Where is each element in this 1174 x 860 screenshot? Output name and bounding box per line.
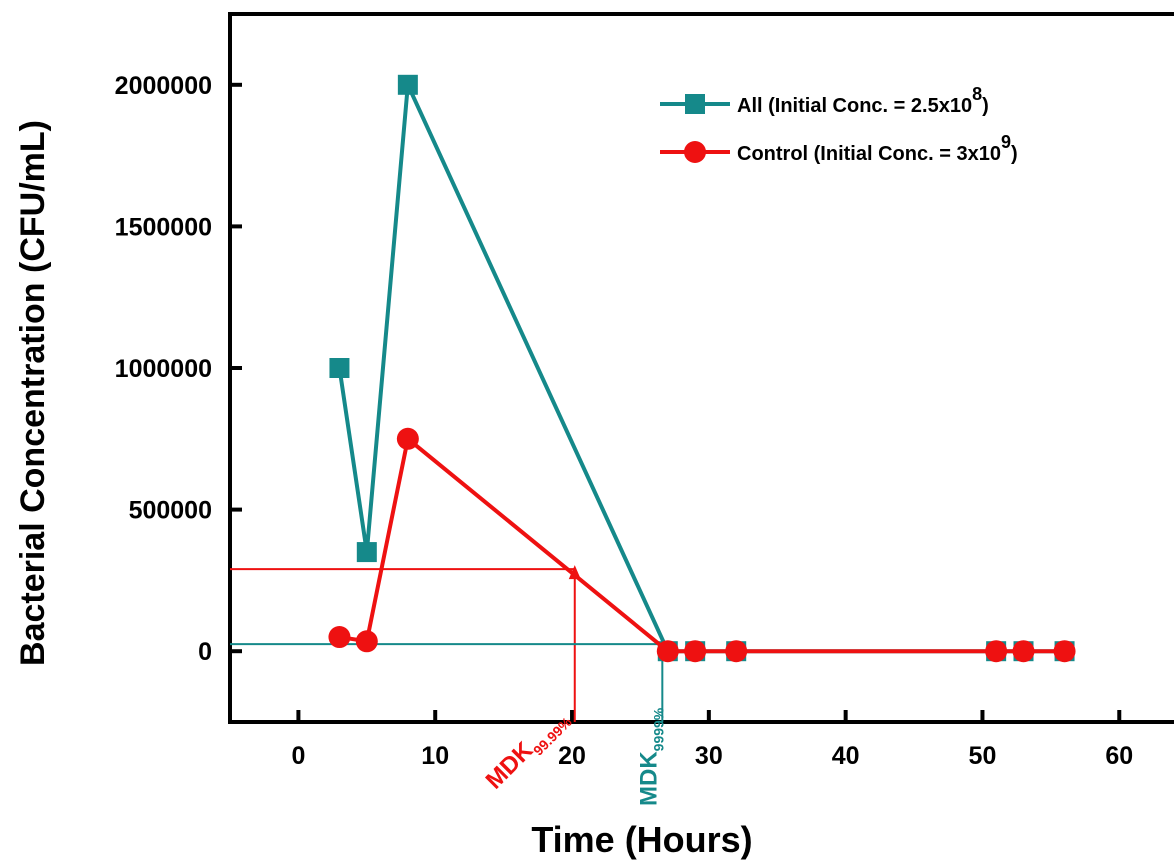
mdk-label-subscript: 9999% (650, 707, 666, 751)
x-tick-label: 20 (558, 742, 586, 770)
legend-label: Control (Initial Conc. = 3x109) (737, 132, 1018, 165)
y-tick-label: 2000000 (115, 72, 212, 100)
data-point-circle (1053, 640, 1076, 663)
y-axis-label: Bacterial Concentration (CFU/mL) (14, 120, 52, 666)
legend-label-text: All (Initial Conc. = 2.5x10 (737, 95, 972, 117)
series-line (339, 435, 1065, 654)
legend-label-superscript: 9 (1001, 132, 1011, 152)
legend-label-end: ) (982, 95, 989, 117)
x-tick-label: 30 (695, 742, 723, 770)
data-point-circle (684, 640, 707, 663)
legend-label-end: ) (1011, 143, 1018, 165)
legend-marker-circle (684, 141, 706, 163)
legend-label-text: Control (Initial Conc. = 3x10 (737, 143, 1001, 165)
reference-lines (230, 565, 664, 722)
data-point-circle (1012, 640, 1035, 663)
y-tick-label: 500000 (129, 497, 212, 525)
x-axis-label: Time (Hours) (531, 819, 752, 860)
series-1 (328, 427, 1076, 663)
mdk-label: MDK9999% (635, 707, 666, 806)
data-point-circle (355, 630, 378, 653)
data-point-square (356, 542, 377, 563)
x-tick-label: 40 (832, 742, 860, 770)
series-line (337, 77, 1065, 654)
y-tick-label: 1500000 (115, 213, 212, 241)
x-tick-label: 0 (291, 742, 305, 770)
y-tick-label: 0 (198, 638, 212, 666)
data-point-circle (725, 640, 748, 663)
data-point-circle (328, 626, 351, 649)
axes: 0 10 20 30 40 50 60 0 500000 1000000 1500000 200000… (14, 12, 1174, 860)
data-point-circle (396, 427, 419, 450)
mdk-label-main: MDK (635, 751, 662, 806)
legend-marker-square (685, 94, 705, 114)
data-point-square (329, 358, 350, 378)
series-layer (328, 74, 1076, 663)
data-point-circle (985, 640, 1008, 663)
data-point-circle (656, 640, 679, 663)
y-tick-label: 1000000 (115, 355, 212, 383)
data-point-square (397, 74, 418, 95)
x-tick-label: 50 (969, 742, 997, 770)
mdk-label-main: MDK (481, 736, 539, 794)
legend-label-superscript: 8 (972, 84, 982, 104)
x-tick-label: 10 (421, 742, 449, 770)
x-tick-label: 60 (1105, 742, 1133, 770)
legend: All (Initial Conc. = 2.5x108)Control (In… (660, 84, 1018, 165)
legend-label: All (Initial Conc. = 2.5x108) (737, 84, 989, 117)
